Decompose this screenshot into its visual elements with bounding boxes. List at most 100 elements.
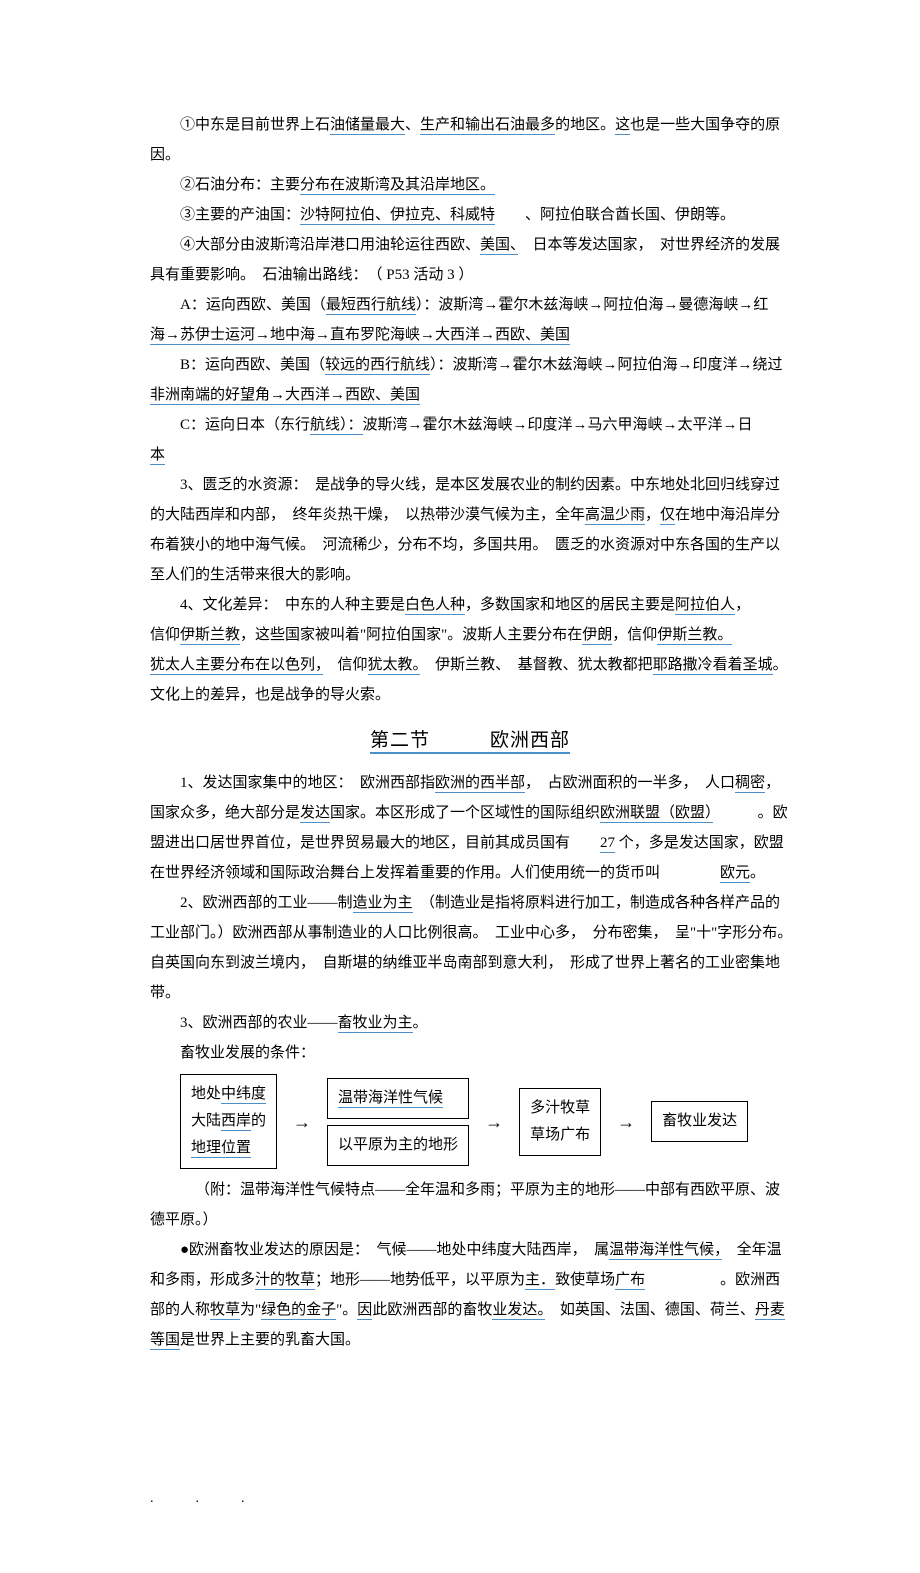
diagram-box-4: 畜牧业发达 [651, 1101, 748, 1142]
underline-text: 阿拉伯人 [675, 597, 735, 615]
arrow-icon: → [617, 1104, 635, 1140]
underline-text: 高温少雨 [585, 507, 645, 525]
underline-text: 稠密 [735, 775, 765, 793]
text: A：运向西欧、美国（ [180, 297, 326, 313]
arrow-icon: → [485, 1104, 503, 1140]
underline-text: 温带海洋性气候， [609, 1242, 722, 1260]
arrow-icon: → [293, 1104, 311, 1140]
underline-text: 油储量最大 [330, 117, 405, 135]
text: 的 [251, 1113, 266, 1129]
footer-dots: . . . [150, 1485, 790, 1513]
underline-text: 美国、 [480, 237, 518, 255]
s2-para-1: 1、发达国家集中的地区： 欧洲西部指欧洲的西半部， 占欧洲面积的一半多， 人口稠… [150, 768, 790, 888]
underline-text: 27 [600, 835, 615, 853]
text: （附：温带海洋性气候特点——全年温和多雨；平原为主的地形——中部有西欧平原、波德… [150, 1182, 780, 1228]
flowchart-diagram: 地处中纬度 大陆西岸的 地理位置 → 温带海洋性气候 以平原为主的地形 → 多汁… [180, 1074, 790, 1169]
text: 波斯湾→霍尔木兹海峡→印度洋→马六甲海峡→太平洋→日 [363, 417, 753, 433]
underline-text: 犹太人主要分布在以 [150, 657, 285, 675]
para-4: ④大部分由波斯湾沿岸港口用油轮运往西欧、美国、 日本等发达国家， 对世界经济的发… [150, 230, 790, 290]
underline-text: 欧洲的西半部 [435, 775, 525, 793]
text: 多汁牧草 [530, 1095, 590, 1122]
text: 信仰 [323, 657, 368, 673]
underline-text: 发达 [300, 805, 330, 823]
section-2-title: 第二节 欧洲西部 [150, 722, 790, 760]
text: ）：波斯湾→霍尔木兹海峡→阿拉伯海→曼德海峡→红 [416, 297, 769, 313]
para-9b: 信仰伊斯兰教，这些国家被叫着"阿拉伯国家"。波斯人主要分布在伊朗，信仰伊斯兰教。 [150, 620, 790, 650]
para-9d: 文化上的差异，也是战争的导火索。 [150, 680, 790, 710]
underline-text: 海→苏伊士运河→地中海→直布罗陀海峡→大西洋→西欧、美国 [150, 327, 570, 345]
underline-text: 绿色的金子 [261, 1302, 336, 1320]
text: 是世界上主要的乳畜大国。 [180, 1332, 360, 1348]
underline-text: 白色人种 [405, 597, 465, 615]
text: ，多数国家和地区的居民主要是 [465, 597, 675, 613]
text: 4、文化差异： 中东的人种主要是 [180, 597, 405, 613]
underline-text: 这 [615, 117, 630, 135]
underline-text: 地理位置 [191, 1140, 251, 1158]
text: 、 [405, 117, 420, 133]
s2-para-4: 畜牧业发展的条件： [150, 1038, 790, 1068]
text: 文化上的差异，也是战争的导火索。 [150, 687, 390, 703]
underline-text: 中纬度 [221, 1086, 266, 1104]
underline-text: 汁的牧草 [255, 1272, 315, 1290]
text: ， [735, 597, 750, 613]
text: 草场广布 [530, 1122, 590, 1149]
para-5a: A：运向西欧、美国（最短西行航线）：波斯湾→霍尔木兹海峡→阿拉伯海→曼德海峡→红 [150, 290, 790, 320]
text: 、阿拉伯联合酋长国、伊朗等。 [495, 207, 735, 223]
text: ）：波斯湾→霍尔木兹海峡→阿拉伯海→印度洋→绕过 [430, 357, 783, 373]
text: 致使草场 [555, 1272, 615, 1288]
underline-text: 非洲南端的好望角→大西洋→西欧、美国 [150, 387, 420, 405]
text: ， [645, 507, 660, 523]
text: 的地区。 [555, 117, 615, 133]
text: "。 [336, 1302, 357, 1318]
para-3: ③主要的产油国：沙特阿拉伯、伊拉克、科威特 、阿拉伯联合酋长国、伊朗等。 [150, 200, 790, 230]
s2-para-2: 2、欧洲西部的工业——制造业为主 （制造业是指将原料进行加工，制造成各种各样产品… [150, 888, 790, 1008]
para-2: ②石油分布：主要分布在波斯湾及其沿岸地区。 [150, 170, 790, 200]
text: 为" [240, 1302, 261, 1318]
para-9c: 犹太人主要分布在以色列， 信仰犹太教。 伊斯兰教、 基督教、犹太教都把耶路撒冷看… [150, 650, 790, 680]
text: 信仰 [150, 627, 180, 643]
diagram-box-1: 地处中纬度 大陆西岸的 地理位置 [180, 1074, 277, 1169]
text: 。 [773, 657, 788, 673]
text: 伊斯兰教、 基督教、犹太教都把 [420, 657, 653, 673]
attach-note: （附：温带海洋性气候特点——全年温和多雨；平原为主的地形——中部有西欧平原、波德… [150, 1175, 790, 1235]
para-8: 3、匮乏的水资源： 是战争的导火线，是本区发展农业的制约因素。中东地处北回归线穿… [150, 470, 790, 590]
text: 地处 [191, 1086, 221, 1102]
underline-text: 丹麦 [755, 1302, 785, 1320]
underline-text: 色列， [285, 657, 323, 675]
underline-text: 沙特阿拉伯、伊拉克、科威特 [300, 207, 495, 225]
text: ①中东是目前世界上石 [180, 117, 330, 133]
underline-text: 温带海洋性气候 [338, 1090, 443, 1108]
underline-text: 第二节 欧洲西部 [370, 730, 570, 754]
para-7b: 本 [150, 440, 790, 470]
underline-text: 因 [357, 1302, 372, 1320]
para-1: ①中东是目前世界上石油储量最大、生产和输出石油最多的地区。这也是一些大国争夺的原… [150, 110, 790, 170]
text: 国家。本区形成了一个区域性的国际组织 [330, 805, 600, 821]
text: ， 占欧洲面积的一半多， 人口 [525, 775, 735, 791]
text: 如英国、法国、德国、荷兰、 [545, 1302, 755, 1318]
s2-para-5a: ●欧洲畜牧业发达的原因是： 气候——地处中纬度大陆西岸， 属温带海洋性气候， 全… [150, 1235, 790, 1325]
diagram-box-2b: 以平原为主的地形 [327, 1125, 469, 1166]
diagram-box-3: 多汁牧草 草场广布 [519, 1088, 601, 1156]
text: C：运向日本（东行 [180, 417, 310, 433]
text: 2、欧洲西部的工业——制 [180, 895, 353, 911]
para-5b: 海→苏伊士运河→地中海→直布罗陀海峡→大西洋→西欧、美国 [150, 320, 790, 350]
text: ●欧洲畜牧业发达的原因是： 气候——地处中纬度大陆西岸， 属 [180, 1242, 609, 1258]
text: 以平原为主的地形 [338, 1137, 458, 1153]
underline-text: 较远的西行航线 [325, 357, 430, 375]
underline-text: 伊朗 [582, 627, 612, 645]
text: . . . [150, 1491, 245, 1506]
underline-text: 伊斯兰教 [180, 627, 240, 645]
underline-text: 主． [525, 1272, 555, 1290]
underline-text: 业发达。 [492, 1302, 545, 1320]
underline-text: 欧元 [720, 865, 750, 883]
text: 大陆 [191, 1113, 221, 1129]
underline-text: 伊斯兰教。 [657, 627, 732, 645]
underline-text: 仅 [660, 507, 675, 525]
diagram-col-2: 温带海洋性气候 以平原为主的地形 [327, 1078, 469, 1166]
underline-text: 等国 [150, 1332, 180, 1350]
text: 。 [750, 865, 765, 881]
para-6a: B：运向西欧、美国（较远的西行航线）：波斯湾→霍尔木兹海峡→阿拉伯海→印度洋→绕… [150, 350, 790, 380]
s2-para-3: 3、欧洲西部的农业——畜牧业为主。 [150, 1008, 790, 1038]
text: 畜牧业发达 [662, 1113, 737, 1129]
text: 此欧洲西部的畜牧 [372, 1302, 492, 1318]
